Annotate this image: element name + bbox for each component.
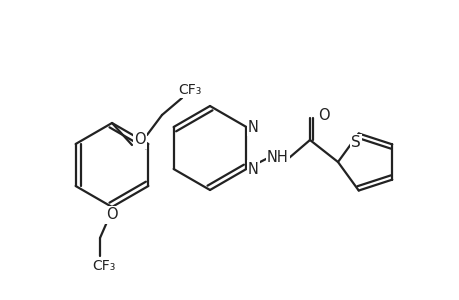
Text: S: S bbox=[350, 135, 360, 150]
Text: O: O bbox=[318, 109, 329, 124]
Text: CF₃: CF₃ bbox=[92, 259, 115, 273]
Text: CF₃: CF₃ bbox=[178, 83, 201, 97]
Text: N: N bbox=[247, 119, 258, 134]
Text: N: N bbox=[247, 161, 258, 176]
Text: O: O bbox=[134, 133, 146, 148]
Text: NH: NH bbox=[267, 151, 288, 166]
Text: O: O bbox=[106, 208, 118, 223]
